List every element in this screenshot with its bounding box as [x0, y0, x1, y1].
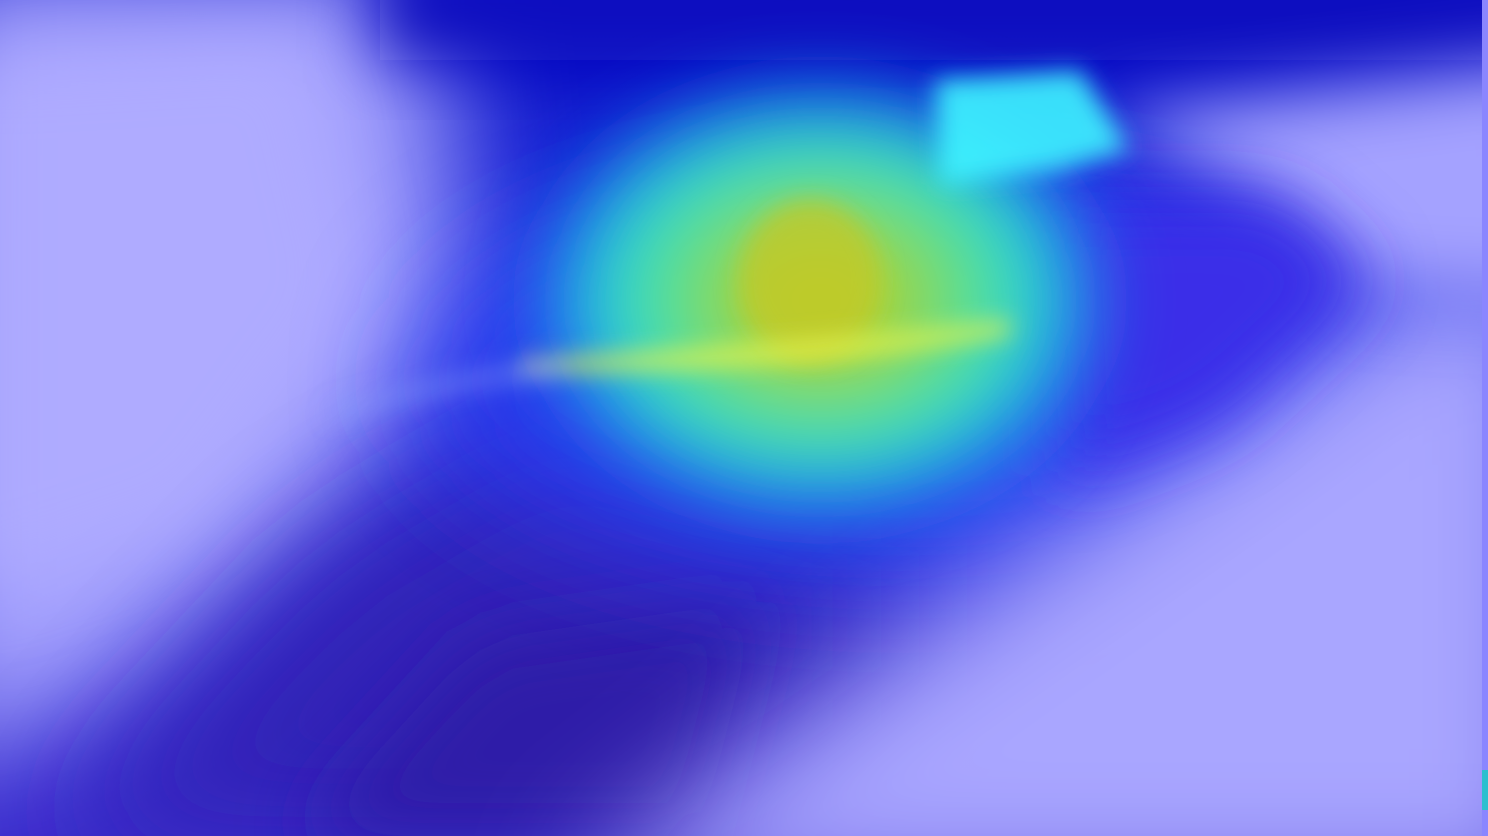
heatmap-image	[0, 0, 1488, 836]
heatmap-canvas	[0, 0, 1488, 836]
